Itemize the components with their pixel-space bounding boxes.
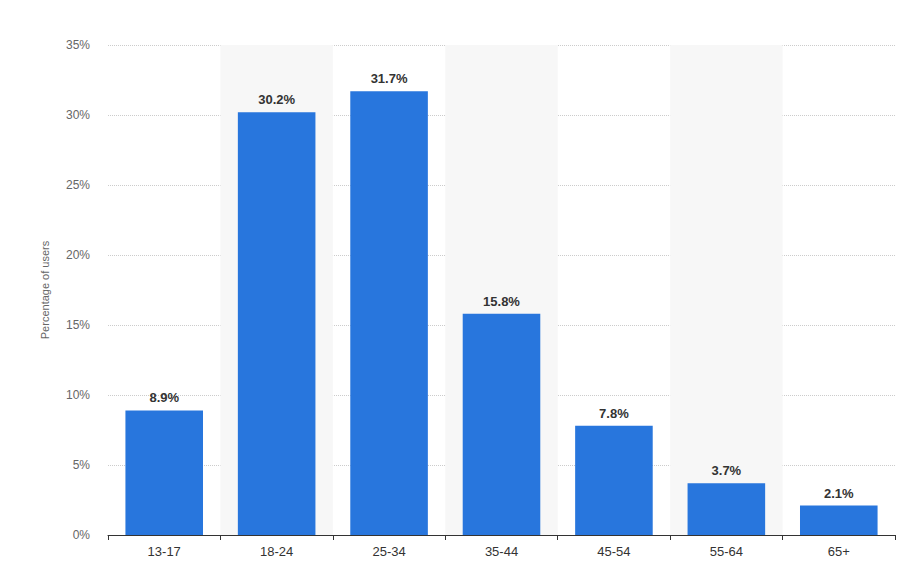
svg-text:18-24: 18-24 xyxy=(260,544,293,559)
svg-text:Percentage of users: Percentage of users xyxy=(39,240,51,339)
svg-text:31.7%: 31.7% xyxy=(371,71,408,86)
svg-text:35-44: 35-44 xyxy=(485,544,518,559)
svg-text:35%: 35% xyxy=(66,38,90,52)
svg-text:25%: 25% xyxy=(66,178,90,192)
svg-text:15.8%: 15.8% xyxy=(483,294,520,309)
svg-text:45-54: 45-54 xyxy=(597,544,630,559)
svg-text:13-17: 13-17 xyxy=(148,544,181,559)
svg-text:30.2%: 30.2% xyxy=(258,92,295,107)
svg-text:30%: 30% xyxy=(66,108,90,122)
svg-text:7.8%: 7.8% xyxy=(599,406,629,421)
svg-text:15%: 15% xyxy=(66,318,90,332)
svg-text:20%: 20% xyxy=(66,248,90,262)
svg-text:5%: 5% xyxy=(73,458,91,472)
svg-text:0%: 0% xyxy=(73,528,91,542)
svg-text:65+: 65+ xyxy=(828,544,850,559)
svg-text:10%: 10% xyxy=(66,388,90,402)
svg-text:3.7%: 3.7% xyxy=(712,463,742,478)
svg-text:2.1%: 2.1% xyxy=(824,486,854,501)
svg-text:8.9%: 8.9% xyxy=(149,390,179,405)
svg-text:55-64: 55-64 xyxy=(710,544,743,559)
svg-text:25-34: 25-34 xyxy=(372,544,405,559)
